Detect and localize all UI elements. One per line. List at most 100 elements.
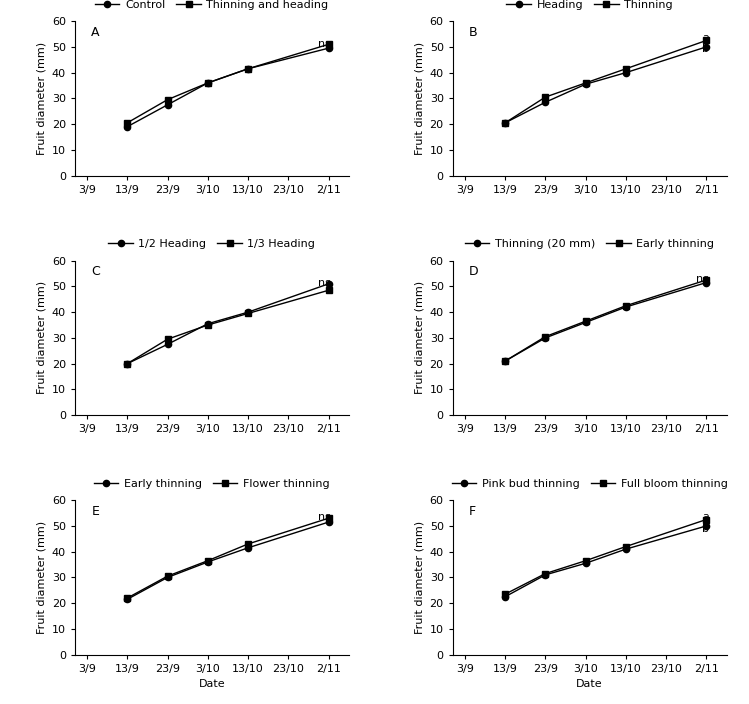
Line: Early thinning: Early thinning	[124, 519, 332, 603]
Text: ns: ns	[318, 277, 331, 287]
Text: B: B	[469, 26, 478, 39]
Line: Thinning (20 mm): Thinning (20 mm)	[502, 279, 709, 364]
Legend: Thinning (20 mm), Early thinning: Thinning (20 mm), Early thinning	[461, 234, 719, 253]
Y-axis label: Fruit diameter (mm): Fruit diameter (mm)	[414, 282, 424, 394]
Y-axis label: Fruit diameter (mm): Fruit diameter (mm)	[414, 521, 424, 634]
Thinning	[541, 93, 550, 101]
Text: D: D	[469, 265, 479, 278]
Heading	[500, 119, 509, 127]
Y-axis label: Fruit diameter (mm): Fruit diameter (mm)	[36, 521, 46, 634]
Heading	[622, 68, 631, 77]
Line: Control: Control	[124, 45, 332, 130]
Line: Early thinning: Early thinning	[502, 277, 709, 364]
Thinning	[500, 119, 509, 127]
Text: ns: ns	[318, 39, 331, 49]
Legend: 1/2 Heading, 1/3 Heading: 1/2 Heading, 1/3 Heading	[104, 234, 320, 253]
Thinning and heading	[324, 40, 333, 49]
Full bloom thinning	[622, 542, 631, 551]
Thinning (20 mm)	[581, 318, 590, 327]
Control	[203, 79, 212, 87]
Heading	[581, 80, 590, 89]
Early thinning	[702, 276, 711, 284]
Text: ns: ns	[318, 512, 331, 522]
Text: a: a	[703, 512, 709, 522]
Early thinning	[243, 543, 252, 552]
Early thinning	[203, 558, 212, 566]
Text: b: b	[703, 524, 709, 534]
Heading	[702, 43, 711, 51]
Early thinning	[123, 595, 132, 603]
Control	[123, 122, 132, 131]
Line: Thinning and heading: Thinning and heading	[124, 41, 332, 126]
Line: Thinning: Thinning	[502, 37, 709, 126]
Thinning and heading	[163, 96, 172, 104]
Text: E: E	[91, 505, 99, 518]
Flower thinning	[203, 556, 212, 565]
Text: ns: ns	[697, 274, 709, 284]
1/2 Heading	[203, 320, 212, 328]
Full bloom thinning	[702, 515, 711, 524]
Y-axis label: Fruit diameter (mm): Fruit diameter (mm)	[414, 42, 424, 155]
Heading	[541, 98, 550, 106]
Text: F: F	[469, 505, 476, 518]
Line: Heading: Heading	[502, 44, 709, 126]
Thinning and heading	[203, 79, 212, 87]
1/3 Heading	[243, 309, 252, 318]
Legend: Pink bud thinning, Full bloom thinning: Pink bud thinning, Full bloom thinning	[447, 474, 732, 493]
Thinning (20 mm)	[622, 303, 631, 311]
Early thinning	[581, 317, 590, 325]
Line: Full bloom thinning: Full bloom thinning	[502, 516, 709, 597]
Thinning and heading	[123, 119, 132, 127]
Text: a: a	[703, 33, 709, 43]
1/3 Heading	[123, 360, 132, 368]
Control	[243, 65, 252, 73]
X-axis label: Date: Date	[576, 679, 603, 689]
Text: b: b	[703, 44, 709, 54]
Early thinning	[163, 573, 172, 582]
Y-axis label: Fruit diameter (mm): Fruit diameter (mm)	[36, 282, 46, 394]
Legend: Control, Thinning and heading: Control, Thinning and heading	[91, 0, 333, 14]
Early thinning	[500, 357, 509, 365]
Legend: Early thinning, Flower thinning: Early thinning, Flower thinning	[89, 474, 334, 493]
Flower thinning	[243, 540, 252, 548]
Thinning	[622, 65, 631, 73]
Full bloom thinning	[581, 556, 590, 565]
Pink bud thinning	[500, 593, 509, 601]
1/3 Heading	[203, 321, 212, 329]
Y-axis label: Fruit diameter (mm): Fruit diameter (mm)	[36, 42, 46, 155]
1/2 Heading	[324, 279, 333, 288]
Flower thinning	[123, 594, 132, 603]
Control	[163, 101, 172, 109]
Early thinning	[622, 301, 631, 310]
Legend: Heading, Thinning: Heading, Thinning	[502, 0, 677, 14]
Line: Pink bud thinning: Pink bud thinning	[502, 523, 709, 600]
Text: A: A	[91, 26, 100, 39]
Thinning (20 mm)	[541, 334, 550, 342]
Line: 1/2 Heading: 1/2 Heading	[124, 281, 332, 367]
Early thinning	[324, 518, 333, 527]
Line: Flower thinning: Flower thinning	[124, 515, 332, 601]
Thinning and heading	[243, 65, 252, 73]
1/3 Heading	[324, 286, 333, 294]
Early thinning	[541, 332, 550, 341]
Line: 1/3 Heading: 1/3 Heading	[124, 287, 332, 367]
Control	[324, 44, 333, 52]
Pink bud thinning	[581, 559, 590, 567]
Full bloom thinning	[500, 590, 509, 598]
Flower thinning	[163, 572, 172, 580]
Pink bud thinning	[541, 571, 550, 579]
Pink bud thinning	[622, 545, 631, 553]
Flower thinning	[324, 514, 333, 522]
1/3 Heading	[163, 335, 172, 344]
Full bloom thinning	[541, 570, 550, 578]
Thinning (20 mm)	[500, 357, 509, 365]
Thinning (20 mm)	[702, 278, 711, 287]
Pink bud thinning	[702, 522, 711, 530]
1/2 Heading	[163, 340, 172, 348]
Thinning	[581, 79, 590, 87]
Thinning	[702, 36, 711, 44]
1/2 Heading	[243, 308, 252, 316]
1/2 Heading	[123, 360, 132, 368]
Text: C: C	[91, 265, 100, 278]
X-axis label: Date: Date	[198, 679, 225, 689]
